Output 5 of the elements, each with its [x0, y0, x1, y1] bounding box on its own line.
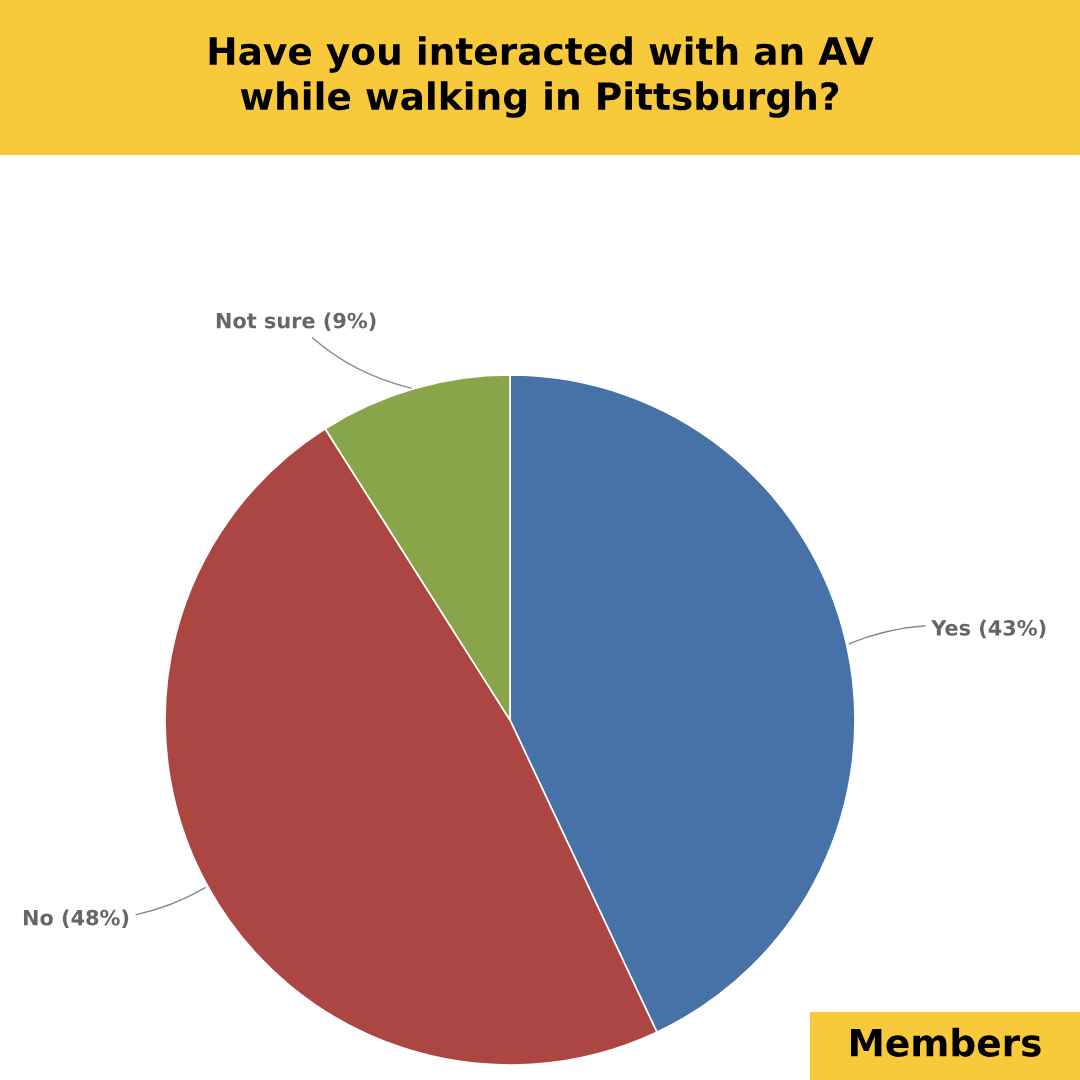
chart-title: Have you interacted with an AV while walking in Pittsburgh?	[209, 36, 874, 118]
slice-label: Yes (43%)	[931, 619, 1046, 639]
slice-label: Not sure (9%)	[216, 312, 376, 331]
slice-label: No (48%)	[23, 909, 129, 928]
text: Members	[850, 1027, 1041, 1057]
